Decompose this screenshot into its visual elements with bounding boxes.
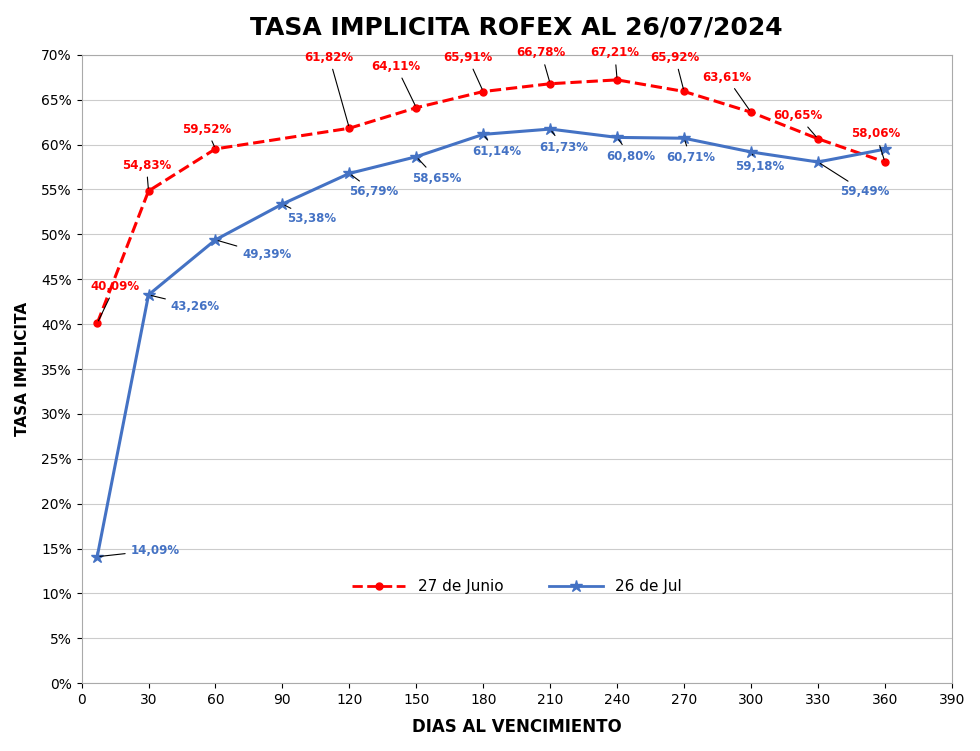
Text: 59,52%: 59,52% <box>182 122 231 146</box>
Text: 56,79%: 56,79% <box>349 175 399 198</box>
Text: 54,83%: 54,83% <box>122 158 171 189</box>
Text: 59,18%: 59,18% <box>735 154 785 173</box>
Text: 59,49%: 59,49% <box>820 164 890 198</box>
Text: 66,78%: 66,78% <box>516 47 565 81</box>
Text: 40,09%: 40,09% <box>90 279 139 321</box>
Text: 60,65%: 60,65% <box>773 109 822 137</box>
Text: 60,71%: 60,71% <box>666 141 715 164</box>
X-axis label: DIAS AL VENCIMIENTO: DIAS AL VENCIMIENTO <box>412 718 621 736</box>
Text: 43,26%: 43,26% <box>151 295 220 312</box>
Text: 60,80%: 60,80% <box>606 140 655 162</box>
Text: 61,82%: 61,82% <box>305 51 354 125</box>
Text: 65,91%: 65,91% <box>443 51 492 89</box>
Text: 49,39%: 49,39% <box>219 240 291 261</box>
Text: 64,11%: 64,11% <box>371 60 420 105</box>
Y-axis label: TASA IMPLICITA: TASA IMPLICITA <box>15 302 30 436</box>
Legend: 27 de Junio, 26 de Jul: 27 de Junio, 26 de Jul <box>346 573 688 600</box>
Text: 63,61%: 63,61% <box>702 71 751 110</box>
Text: 67,21%: 67,21% <box>590 47 639 77</box>
Text: 53,38%: 53,38% <box>285 205 336 225</box>
Text: 61,14%: 61,14% <box>472 137 521 158</box>
Text: 65,92%: 65,92% <box>651 51 700 89</box>
Title: TASA IMPLICITA ROFEX AL 26/07/2024: TASA IMPLICITA ROFEX AL 26/07/2024 <box>250 15 783 39</box>
Text: 58,65%: 58,65% <box>412 158 462 185</box>
Text: 58,06%: 58,06% <box>852 127 901 159</box>
Text: 61,73%: 61,73% <box>539 131 588 153</box>
Text: 14,09%: 14,09% <box>100 544 179 556</box>
